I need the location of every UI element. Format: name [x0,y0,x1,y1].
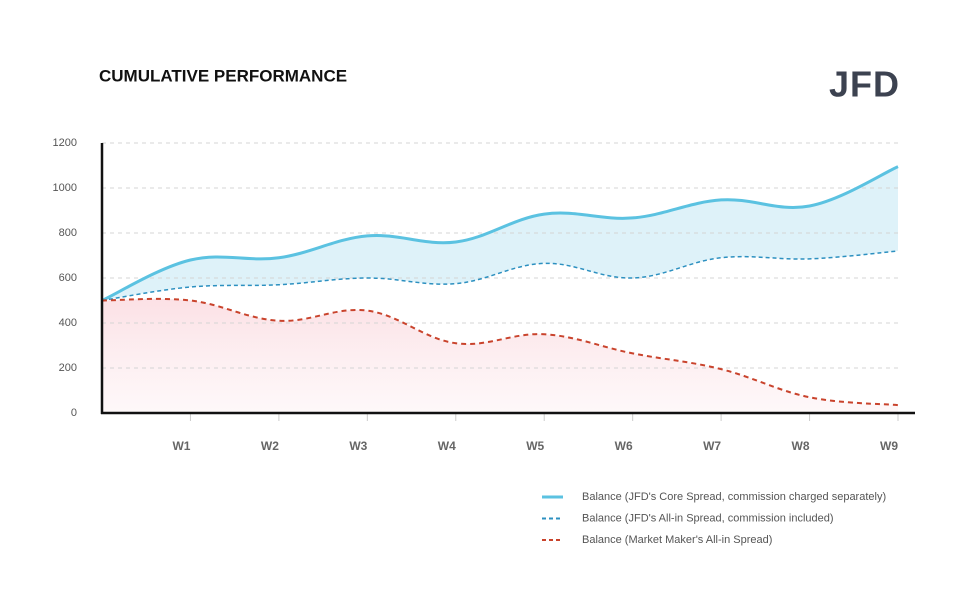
series-line [101,165,899,302]
y-tick-label: 800 [59,227,77,239]
y-tick-label: 0 [71,407,77,419]
y-tick-label: 1000 [53,182,77,194]
x-tick-label: W8 [792,439,810,453]
y-tick-label: 600 [59,272,77,284]
area-lower [102,298,898,413]
y-tick-label: 400 [59,317,77,329]
logo: JFD [829,64,900,105]
x-tick-label: W9 [880,439,898,453]
series-line [101,297,899,407]
x-tick-label: W7 [703,439,721,453]
x-tick-label: W2 [261,439,279,453]
area-band [102,166,898,301]
x-tick-label: W6 [615,439,633,453]
x-tick-label: W4 [438,439,456,453]
y-tick-label: 200 [59,362,77,374]
x-tick-label: W1 [172,439,190,453]
x-tick-label: W3 [349,439,367,453]
x-tick-label: W5 [526,439,544,453]
y-tick-label: 1200 [53,137,77,149]
chart-title: CUMULATIVE PERFORMANCE [99,66,347,85]
series-line [101,250,899,302]
legend-label: Balance (Market Maker's All-in Spread) [582,534,772,546]
legend-label: Balance (JFD's Core Spread, commission c… [582,491,886,503]
legend-label: Balance (JFD's All-in Spread, commission… [582,512,834,524]
